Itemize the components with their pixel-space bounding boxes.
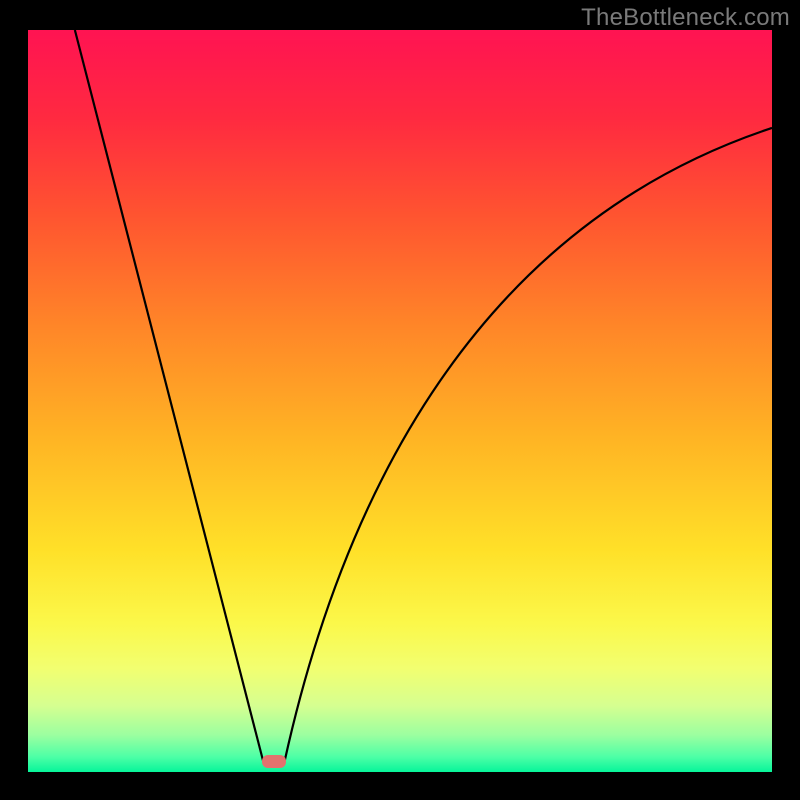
curve-left-branch [75,30,263,761]
curve-svg [28,30,772,772]
curve-right-branch [285,128,772,761]
watermark-text: TheBottleneck.com [581,4,790,32]
plot-area [28,30,772,772]
min-marker [262,755,286,768]
